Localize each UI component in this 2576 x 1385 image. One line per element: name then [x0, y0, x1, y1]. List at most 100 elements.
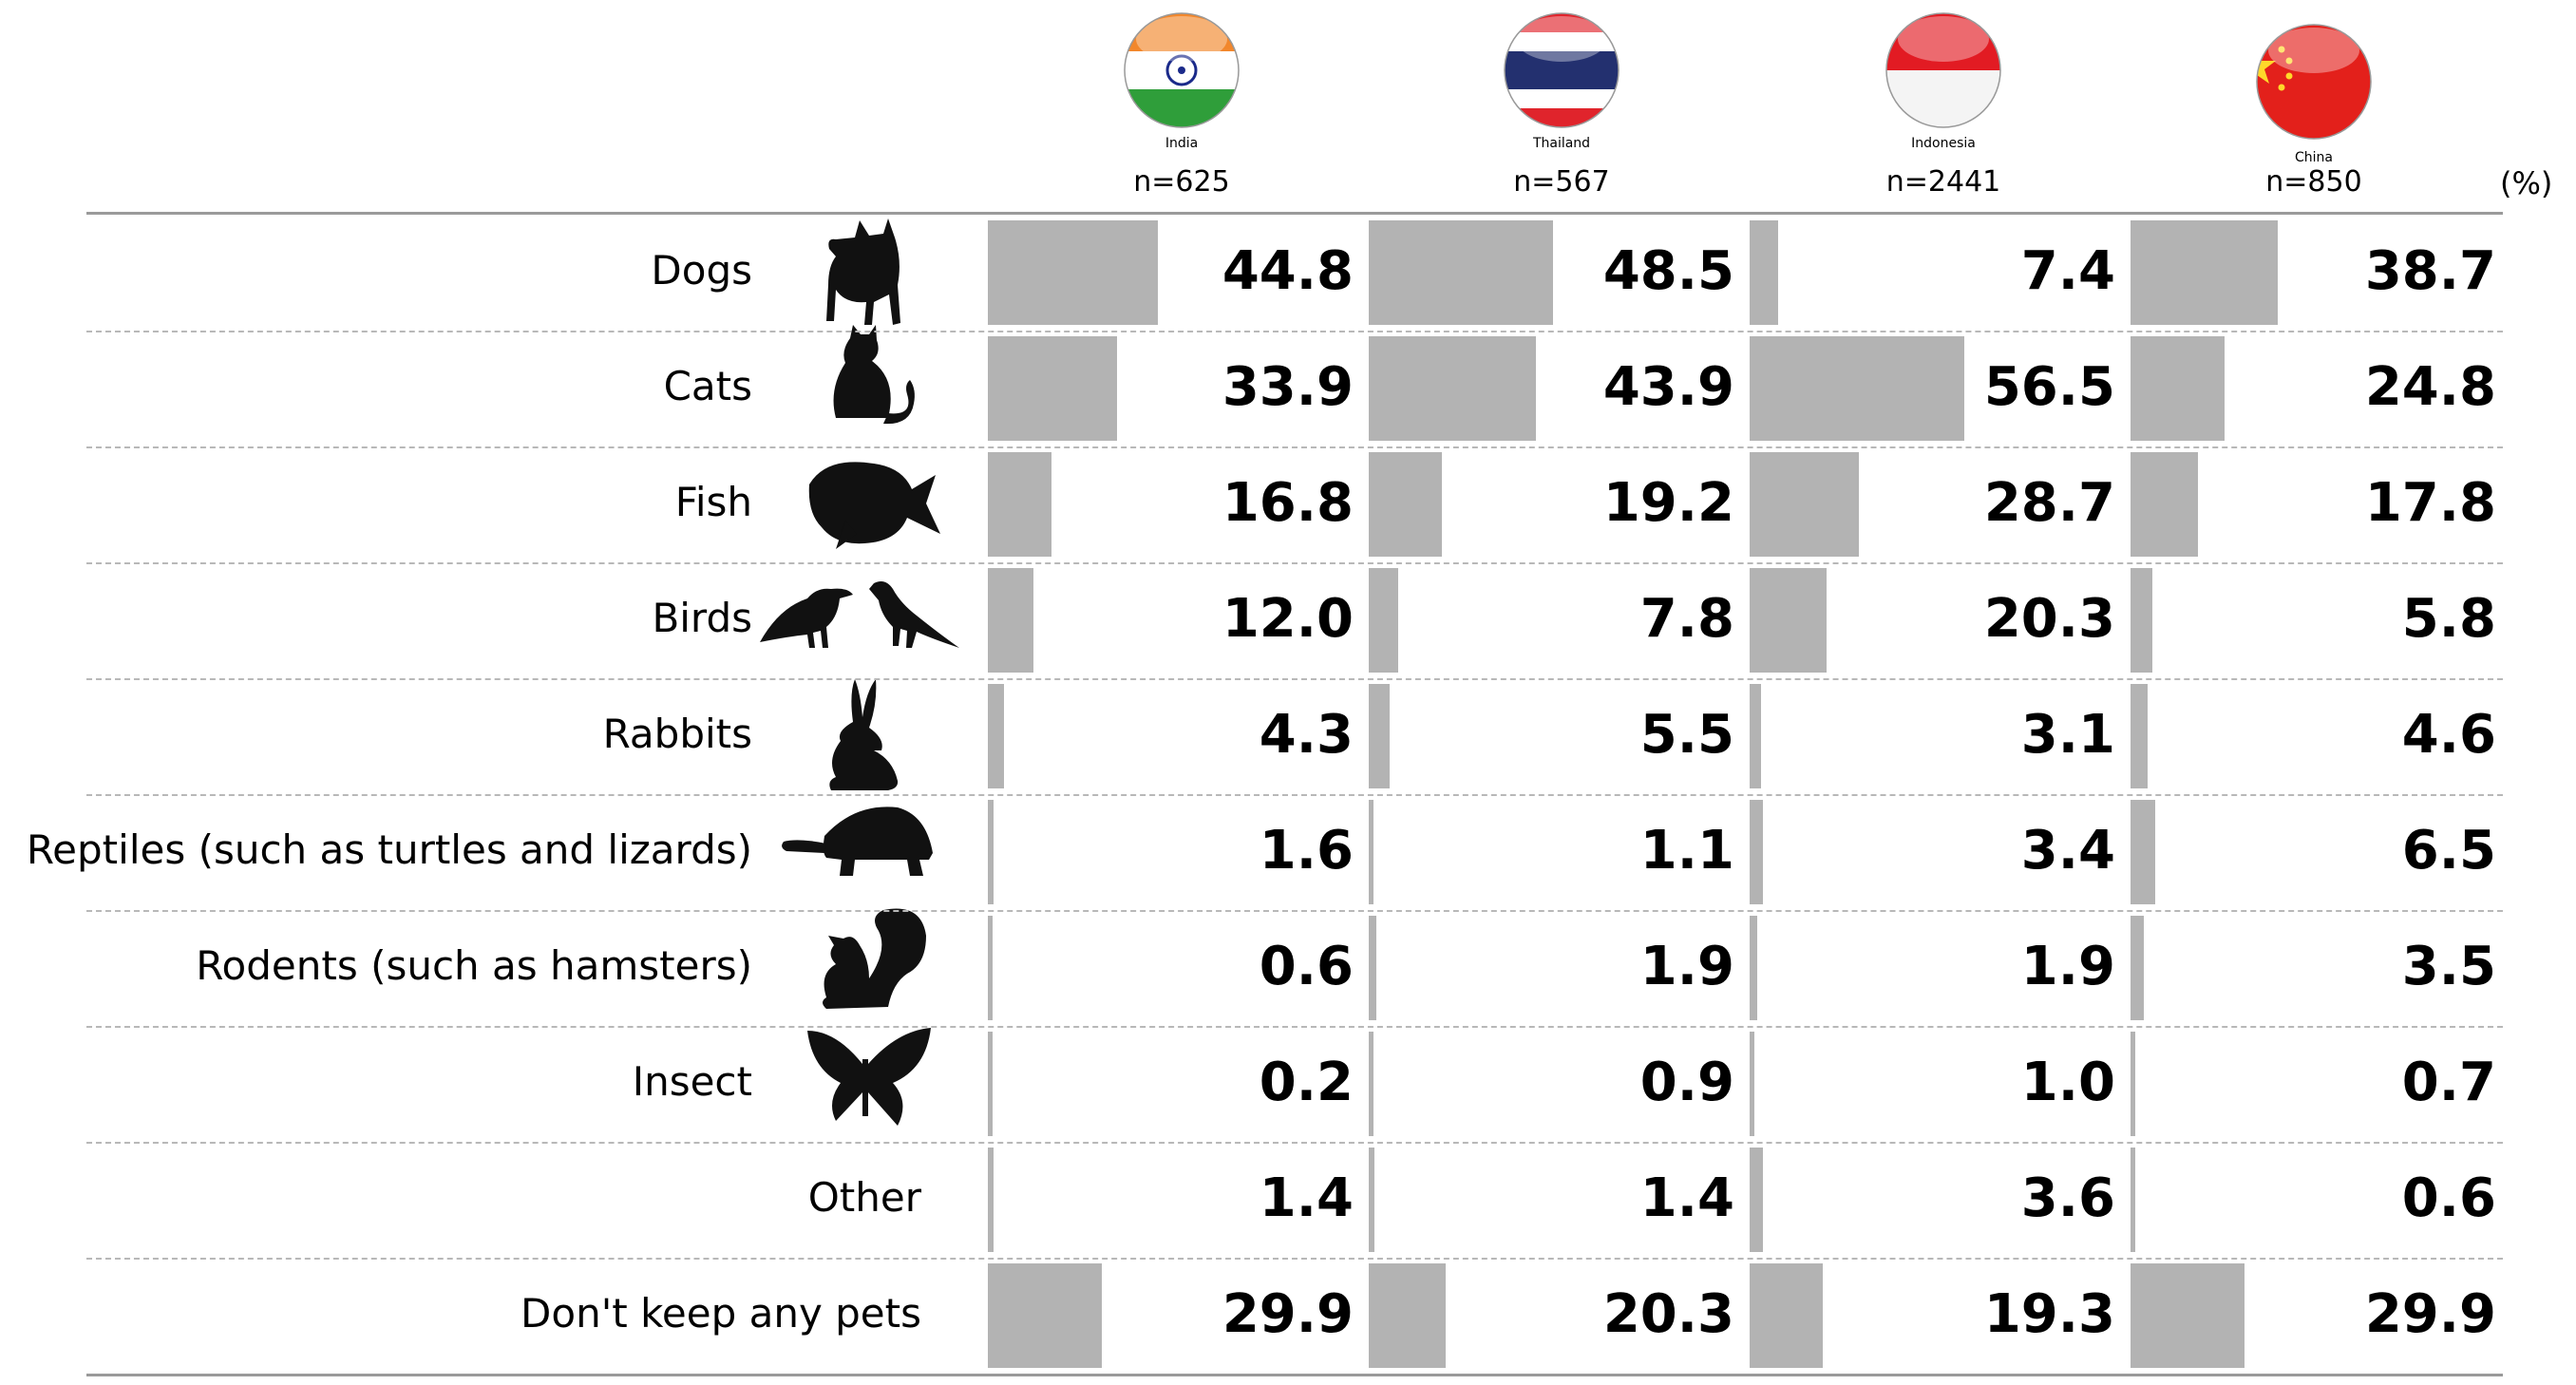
bar-indonesia — [1750, 800, 1763, 904]
bar-indonesia — [1750, 1032, 1754, 1136]
bar-china — [2131, 220, 2278, 325]
bar-indonesia — [1750, 916, 1757, 1020]
bar-china — [2131, 336, 2226, 441]
bar-china — [2131, 1148, 2135, 1252]
category-label: Cats — [663, 363, 752, 409]
value-label: 1.6 — [1259, 820, 1354, 882]
bar-thailand — [1369, 452, 1442, 557]
bar-thailand — [1369, 1032, 1373, 1136]
bar-thailand — [1369, 568, 1399, 673]
bar-indonesia — [1750, 220, 1778, 325]
bar-indonesia — [1750, 452, 1859, 557]
bar-india — [988, 452, 1052, 557]
bar-thailand — [1369, 800, 1373, 904]
category-label: Rodents (such as hamsters) — [196, 942, 752, 989]
rabbit-icon — [829, 679, 899, 790]
value-label: 29.9 — [2364, 1283, 2496, 1345]
value-label: 4.3 — [1259, 704, 1354, 766]
value-label: 3.1 — [2020, 704, 2115, 766]
value-label: 56.5 — [1983, 356, 2115, 418]
value-label: 12.0 — [1222, 588, 1354, 650]
bar-india — [988, 684, 1005, 788]
country-label-indonesia: Indonesia — [1911, 136, 1976, 151]
bar-china — [2131, 452, 2199, 557]
value-label: 20.3 — [1602, 1283, 1734, 1345]
value-label: 0.9 — [1639, 1052, 1734, 1113]
value-label: 1.0 — [2020, 1052, 2115, 1113]
value-label: 33.9 — [1222, 356, 1354, 418]
china-flag-icon — [2257, 25, 2371, 139]
bar-thailand — [1369, 916, 1376, 1020]
value-label: 1.1 — [1639, 820, 1734, 882]
bar-thailand — [1369, 684, 1390, 788]
sample-size-thailand: n=567 — [1513, 165, 1610, 199]
row-divider — [86, 1258, 2503, 1260]
bar-thailand — [1369, 1148, 1374, 1252]
sample-size-china: n=850 — [2265, 165, 2362, 199]
sample-size-india: n=625 — [1133, 165, 1230, 199]
value-label: 43.9 — [1602, 356, 1734, 418]
bar-india — [988, 916, 993, 1020]
value-label: 19.2 — [1602, 472, 1734, 534]
bar-china — [2131, 916, 2144, 1020]
bar-thailand — [1369, 1263, 1447, 1368]
butterfly-icon — [807, 1028, 931, 1126]
bar-china — [2131, 568, 2153, 673]
value-label: 4.6 — [2401, 704, 2496, 766]
row-divider — [86, 331, 2503, 332]
row-divider — [86, 678, 2503, 680]
value-label: 1.9 — [2020, 936, 2115, 997]
bar-china — [2131, 1032, 2135, 1136]
header-divider — [86, 212, 2503, 215]
country-label-india: India — [1165, 136, 1199, 151]
bar-india — [988, 800, 994, 904]
row-divider — [86, 1374, 2503, 1376]
row-divider — [86, 446, 2503, 448]
bar-thailand — [1369, 336, 1536, 441]
squirrel-icon — [823, 908, 926, 1009]
birds-icon — [760, 581, 959, 648]
bar-china — [2131, 1263, 2245, 1368]
row-divider — [86, 1142, 2503, 1144]
bar-india — [988, 336, 1117, 441]
row-divider — [86, 910, 2503, 912]
bar-indonesia — [1750, 684, 1762, 788]
value-label: 6.5 — [2401, 820, 2496, 882]
bar-india — [988, 220, 1159, 325]
category-label: Fish — [674, 479, 752, 525]
dog-icon — [826, 218, 900, 325]
value-label: 19.3 — [1983, 1283, 2115, 1345]
category-label: Don't keep any pets — [521, 1290, 921, 1337]
value-label: 44.8 — [1222, 240, 1354, 302]
turtle-icon — [782, 806, 933, 876]
value-label: 7.8 — [1639, 588, 1734, 650]
value-label: 0.7 — [2401, 1052, 2496, 1113]
bar-indonesia — [1750, 568, 1828, 673]
category-label: Other — [807, 1174, 921, 1221]
country-label-china: China — [2295, 150, 2333, 165]
bar-indonesia — [1750, 336, 1964, 441]
value-label: 20.3 — [1983, 588, 2115, 650]
value-label: 28.7 — [1983, 472, 2115, 534]
fish-icon — [808, 462, 940, 549]
bar-india — [988, 1148, 994, 1252]
value-label: 3.6 — [2020, 1167, 2115, 1229]
unit-label: (%) — [2500, 165, 2553, 201]
category-label: Dogs — [651, 247, 752, 294]
country-label-thailand: Thailand — [1532, 136, 1591, 151]
icons-layer — [760, 218, 959, 1126]
bar-india — [988, 1032, 993, 1136]
value-label: 38.7 — [2364, 240, 2496, 302]
value-label: 0.6 — [1259, 936, 1354, 997]
value-label: 3.4 — [2020, 820, 2115, 882]
value-label: 0.6 — [2401, 1167, 2496, 1229]
value-label: 16.8 — [1222, 472, 1354, 534]
value-label: 48.5 — [1602, 240, 1734, 302]
category-label: Rabbits — [602, 711, 752, 757]
bar-china — [2131, 800, 2155, 904]
value-label: 29.9 — [1222, 1283, 1354, 1345]
value-label: 5.8 — [2401, 588, 2496, 650]
value-label: 3.5 — [2401, 936, 2496, 997]
flags-layer — [1124, 12, 2372, 140]
